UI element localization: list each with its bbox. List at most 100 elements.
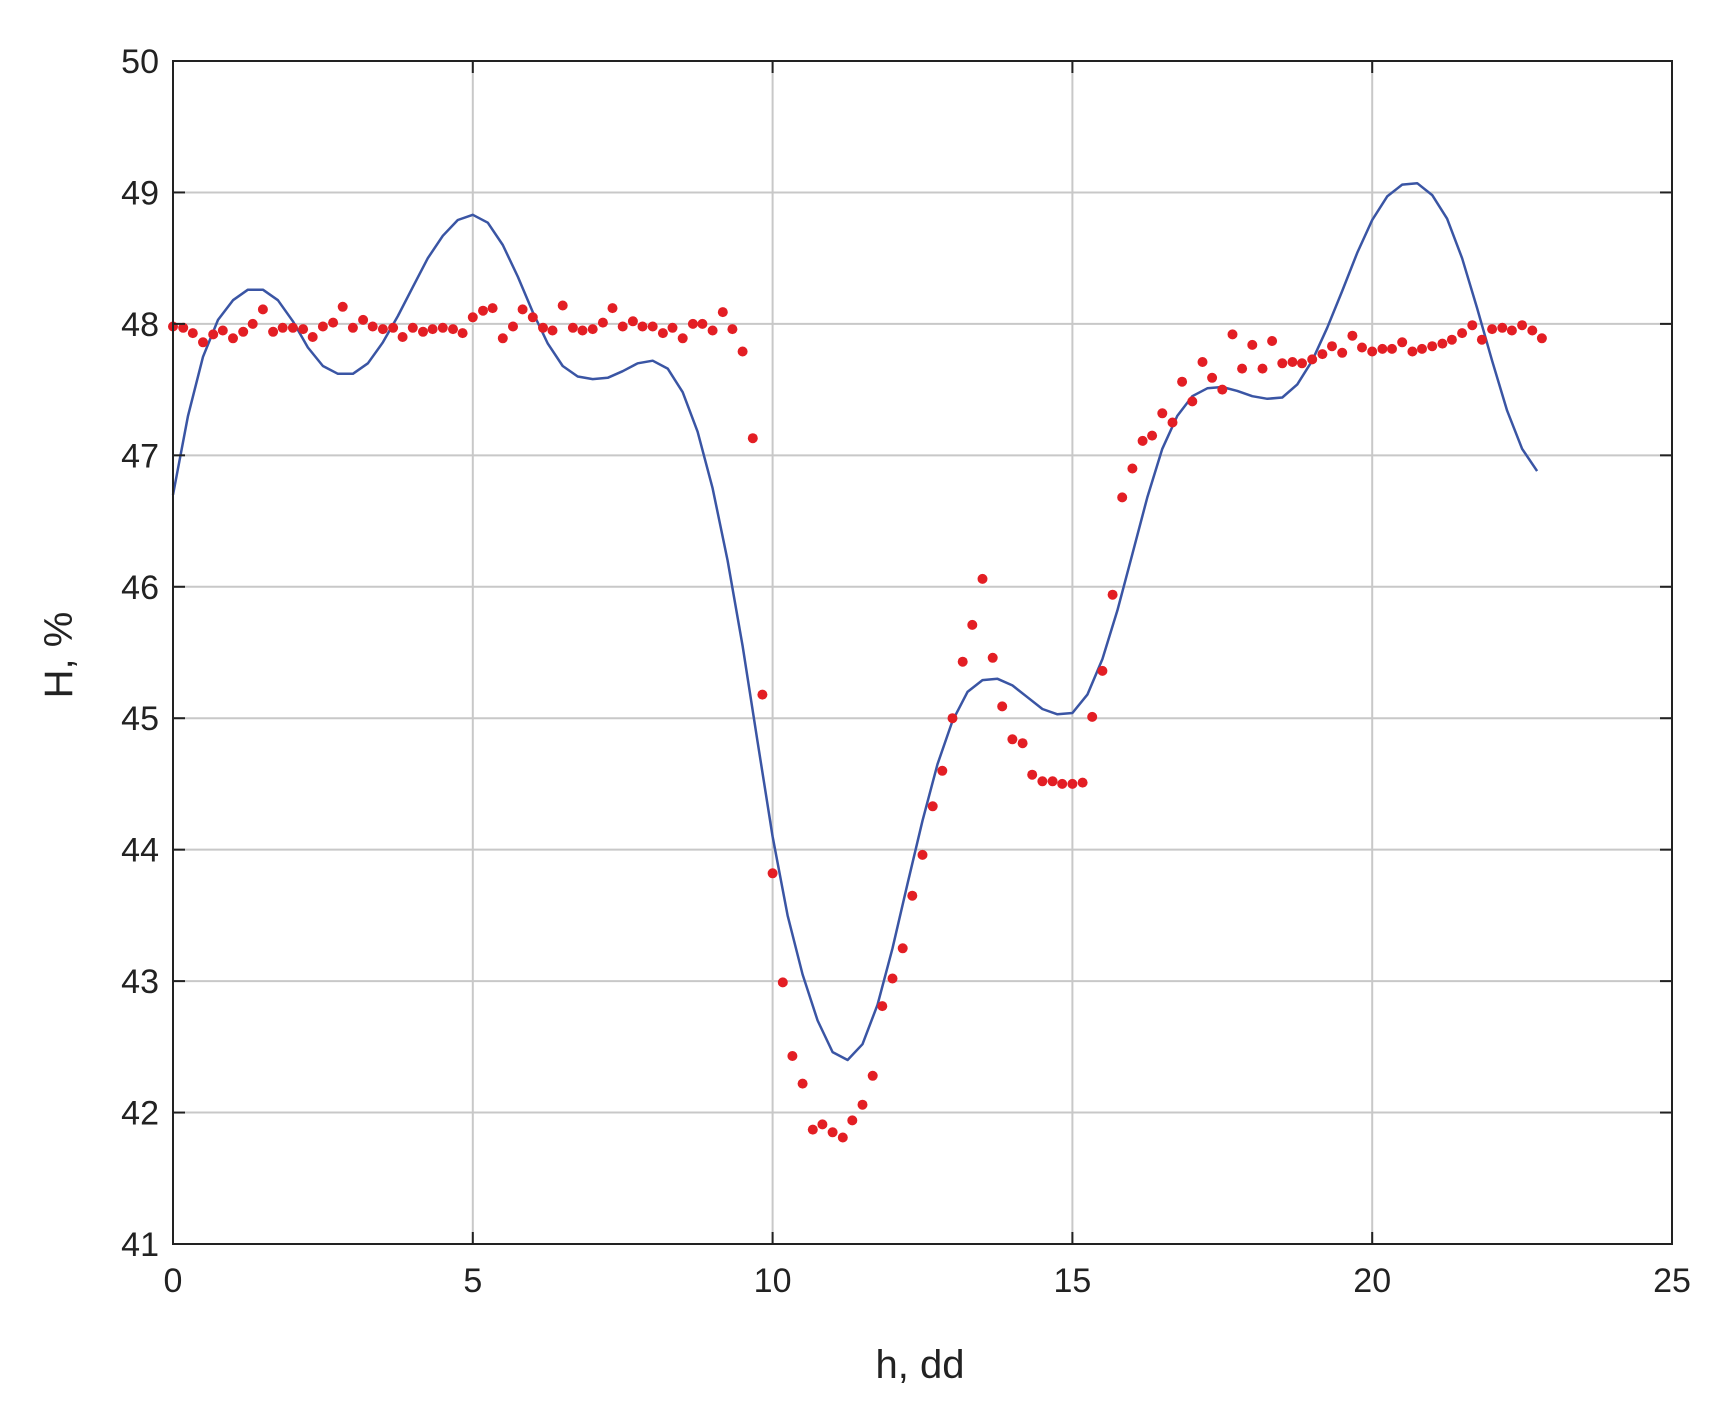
data-point — [187, 328, 198, 339]
data-point — [388, 322, 399, 333]
data-point — [487, 303, 498, 314]
y-tick-label: 49 — [121, 174, 159, 212]
data-point — [228, 333, 238, 344]
data-point — [217, 325, 228, 336]
data-point — [347, 322, 358, 333]
data-point — [1437, 338, 1448, 349]
data-point — [1077, 777, 1088, 788]
data-point — [1247, 339, 1258, 350]
data-point — [1227, 329, 1238, 340]
data-point — [787, 1051, 798, 1061]
y-tick-label: 44 — [121, 832, 159, 870]
data-point — [947, 713, 958, 724]
data-point — [1087, 711, 1098, 722]
data-point — [457, 328, 468, 339]
data-point — [817, 1119, 828, 1130]
data-point — [277, 322, 288, 333]
data-point — [1237, 363, 1248, 374]
data-point — [1327, 341, 1337, 352]
data-point — [1497, 322, 1508, 333]
data-point — [298, 324, 309, 335]
data-point — [977, 573, 988, 584]
y-tick-label: 50 — [121, 43, 159, 81]
x-tick-label: 15 — [1053, 1262, 1091, 1300]
data-point — [317, 321, 328, 332]
data-point — [1427, 341, 1438, 352]
data-point — [1407, 346, 1418, 357]
data-point — [1067, 778, 1078, 789]
data-point — [887, 973, 898, 984]
series-layer — [168, 181, 1547, 1143]
data-point — [1057, 778, 1068, 789]
data-point — [1207, 372, 1218, 383]
data-point — [587, 324, 598, 335]
data-point — [847, 1115, 858, 1126]
data-point — [1377, 343, 1388, 354]
data-point — [467, 312, 478, 323]
x-axis-label: h, dd — [876, 1343, 965, 1387]
data-point — [807, 1124, 818, 1135]
data-point — [1097, 665, 1108, 676]
data-point — [257, 304, 268, 315]
data-point — [1277, 358, 1288, 369]
data-point — [1297, 358, 1307, 369]
data-point — [617, 321, 628, 332]
data-point — [1167, 417, 1178, 428]
y-tick-label: 47 — [121, 437, 159, 475]
x-tick-label: 20 — [1353, 1262, 1391, 1300]
data-point — [857, 1099, 868, 1110]
data-point — [1007, 734, 1018, 745]
data-point — [1217, 384, 1228, 395]
data-point — [877, 1001, 888, 1012]
data-point — [1457, 328, 1468, 339]
data-point — [287, 322, 298, 333]
x-tick-label: 5 — [463, 1262, 482, 1300]
grid — [172, 60, 1673, 1245]
data-point — [497, 333, 508, 344]
data-point — [1197, 357, 1208, 367]
x-tick-label: 0 — [164, 1262, 183, 1300]
data-point — [697, 318, 708, 329]
data-point — [328, 317, 339, 328]
data-point — [967, 619, 978, 630]
data-point — [657, 328, 668, 339]
data-point — [1446, 334, 1457, 345]
data-point — [897, 943, 908, 954]
data-point — [987, 652, 998, 663]
data-point — [607, 303, 618, 314]
data-point — [757, 689, 768, 700]
data-point — [837, 1132, 848, 1143]
data-point — [1367, 346, 1378, 357]
data-point — [547, 325, 558, 336]
data-point — [1476, 334, 1487, 345]
data-point — [1147, 430, 1158, 441]
y-tick-label: 46 — [121, 569, 159, 607]
data-point — [1317, 349, 1328, 360]
data-point — [1267, 336, 1278, 346]
data-point — [367, 321, 378, 332]
data-point — [737, 346, 748, 357]
data-point — [527, 312, 538, 323]
data-point — [517, 304, 528, 315]
y-tick-label: 45 — [121, 700, 159, 738]
data-point — [867, 1070, 878, 1081]
data-point — [198, 337, 208, 348]
data-point — [1187, 396, 1198, 407]
data-point — [247, 318, 258, 329]
data-point — [427, 324, 438, 335]
data-point — [1357, 342, 1367, 353]
x-tick-label: 25 — [1653, 1262, 1691, 1300]
data-point — [1536, 333, 1547, 344]
data-point — [337, 301, 348, 312]
data-point — [268, 326, 279, 337]
data-point — [557, 300, 568, 311]
data-point — [597, 317, 608, 328]
data-point — [1387, 343, 1397, 354]
data-point — [397, 332, 408, 342]
data-point — [1527, 325, 1538, 336]
data-point — [997, 701, 1008, 712]
data-point — [358, 314, 369, 325]
data-point — [1047, 776, 1058, 787]
data-point — [418, 326, 428, 337]
